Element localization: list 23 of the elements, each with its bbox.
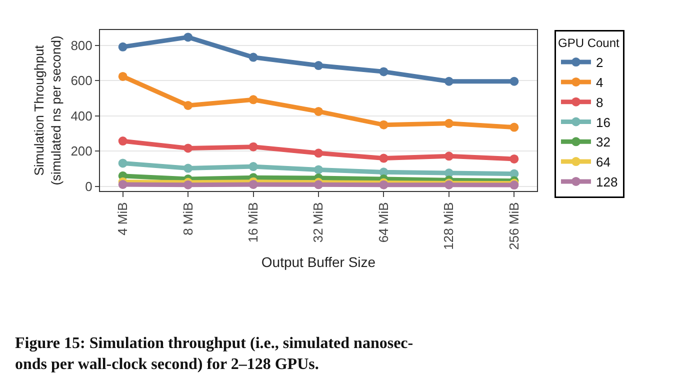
legend-label: 64 (596, 154, 610, 170)
y-tick-label: 200 (70, 144, 92, 159)
x-tick-label: 64 MiB (376, 202, 391, 243)
x-tick-label: 256 MiB (506, 202, 522, 250)
legend-label: 8 (596, 94, 604, 110)
y-tick-label: 800 (70, 38, 92, 54)
caption: Figure 15: Simulation throughput (i.e., simulated nanosec- onds per wall-clock second) for 2–128 GPUs. (15, 335, 414, 373)
legend-label: 2 (596, 55, 604, 70)
legend-title: GPU Count (558, 36, 620, 50)
legend-label: 4 (596, 75, 604, 90)
y-axis-title: Simulation Throughput (simulated ns per second) (32, 36, 64, 186)
legend-label: 16 (596, 114, 610, 130)
y-tick-label: 0 (85, 178, 92, 194)
x-tick-label: 128 MiB (441, 202, 456, 250)
x-tick-label: 32 MiB (310, 202, 326, 243)
x-tick-label: 8 MiB (180, 202, 196, 236)
y-tick-label: 400 (70, 108, 92, 124)
legend-label: 32 (596, 134, 610, 150)
x-axis-title: Output Buffer Size (261, 254, 376, 270)
legend-label: 128 (596, 174, 618, 190)
x-tick-label: 4 MiB (115, 202, 130, 236)
x-tick-label: 16 MiB (246, 202, 261, 243)
y-tick-label: 600 (70, 73, 92, 88)
